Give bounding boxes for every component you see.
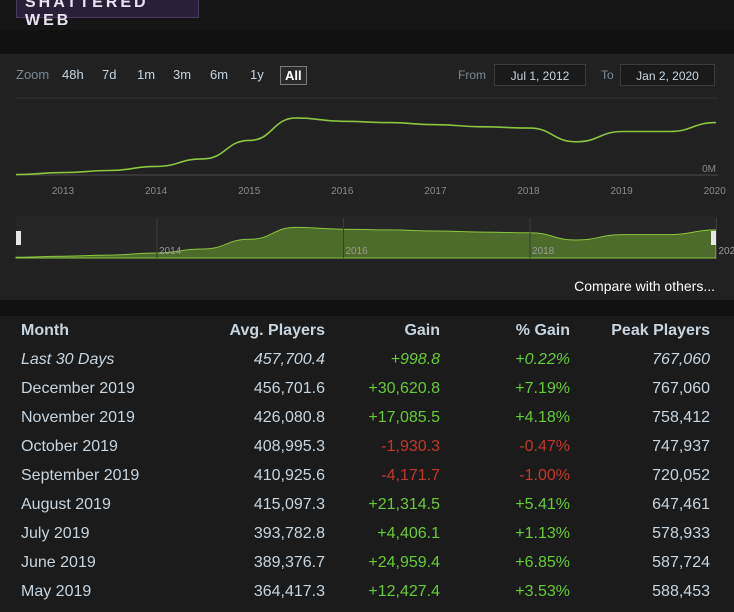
navigator-left-handle[interactable] (16, 231, 21, 245)
navigator-tick-label: 2020 (719, 246, 734, 257)
table-header-row: Month Avg. Players Gain % Gain Peak Play… (0, 322, 734, 351)
cell-avg-players: 415,097.3 (254, 496, 325, 514)
cell-peak-players: 767,060 (652, 380, 710, 398)
cell-pct-gain: +3.53% (515, 583, 570, 601)
table-row: May 2019 364,417.3 +12,427.4 +3.53% 588,453 (0, 583, 734, 612)
cell-peak-players: 758,412 (652, 409, 710, 427)
cell-avg-players: 410,925.6 (254, 467, 325, 485)
x-tick-label: 2016 (331, 186, 354, 197)
cell-pct-gain: -0.47% (519, 438, 570, 456)
header-pct-gain[interactable]: % Gain (516, 322, 570, 340)
cell-gain: +24,959.4 (368, 554, 440, 572)
x-tick-label: 2018 (517, 186, 540, 197)
cell-month: September 2019 (21, 467, 139, 485)
cell-peak-players: 587,724 (652, 554, 710, 572)
table-row: June 2019 389,376.7 +24,959.4 +6.85% 587,724 (0, 554, 734, 583)
table-row: November 2019 426,080.8 +17,085.5 +4.18% 758… (0, 409, 734, 438)
cell-gain: +998.8 (391, 351, 440, 369)
cell-pct-gain: +7.19% (515, 380, 570, 398)
header-peak-players[interactable]: Peak Players (611, 322, 710, 340)
cell-month: August 2019 (21, 496, 111, 514)
table-row: December 2019 456,701.6 +30,620.8 +7.19% 767… (0, 380, 734, 409)
monthly-stats-table: Month Avg. Players Gain % Gain Peak Play… (0, 318, 734, 600)
cell-avg-players: 364,417.3 (254, 583, 325, 601)
navigator-tick-label: 2018 (532, 246, 555, 257)
cell-gain: -4,171.7 (381, 467, 440, 485)
cell-month: June 2019 (21, 554, 96, 572)
table-row: Last 30 Days 457,700.4 +998.8 +0.22% 767,060 (0, 351, 734, 380)
cell-gain: +4,406.1 (377, 525, 440, 543)
cell-month: October 2019 (21, 438, 118, 456)
cell-month: May 2019 (21, 583, 91, 601)
cell-gain: +21,314.5 (368, 496, 440, 514)
cell-peak-players: 588,453 (652, 583, 710, 601)
header-month[interactable]: Month (21, 322, 69, 340)
navigator-tick-label: 2014 (159, 246, 182, 257)
cell-avg-players: 457,700.4 (254, 351, 325, 369)
cell-month: December 2019 (21, 380, 135, 398)
x-tick-label: 2015 (238, 186, 261, 197)
cell-pct-gain: +6.85% (515, 554, 570, 572)
table-row: August 2019 415,097.3 +21,314.5 +5.41% 647,4… (0, 496, 734, 525)
cell-month: November 2019 (21, 409, 135, 427)
x-tick-label: 2020 (704, 186, 727, 197)
cell-gain: +17,085.5 (368, 409, 440, 427)
table-row: October 2019 408,995.3 -1,930.3 -0.47% 747,9… (0, 438, 734, 467)
navigator-tick-label: 2016 (346, 246, 369, 257)
cell-avg-players: 456,701.6 (254, 380, 325, 398)
cell-gain: +30,620.8 (368, 380, 440, 398)
cell-pct-gain: +1.13% (515, 525, 570, 543)
players-series-line (16, 118, 716, 175)
cell-pct-gain: +0.22% (515, 351, 570, 369)
x-tick-label: 2017 (424, 186, 447, 197)
x-tick-label: 2013 (52, 186, 75, 197)
divider-band-bottom (0, 300, 734, 316)
cell-pct-gain: +5.41% (515, 496, 570, 514)
player-count-chart: 0M 2013 2014 2015 2016 2017 2018 2019 2020 2014… (0, 0, 734, 280)
navigator-right-handle[interactable] (711, 231, 716, 245)
cell-peak-players: 578,933 (652, 525, 710, 543)
cell-avg-players: 393,782.8 (254, 525, 325, 543)
x-tick-label: 2019 (610, 186, 633, 197)
x-tick-label: 2014 (145, 186, 168, 197)
cell-gain: -1,930.3 (381, 438, 440, 456)
cell-avg-players: 389,376.7 (254, 554, 325, 572)
cell-peak-players: 647,461 (652, 496, 710, 514)
cell-avg-players: 426,080.8 (254, 409, 325, 427)
cell-month: July 2019 (21, 525, 90, 543)
y-axis-label: 0M (702, 164, 716, 175)
cell-pct-gain: -1.00% (519, 467, 570, 485)
header-gain[interactable]: Gain (404, 322, 440, 340)
cell-month: Last 30 Days (21, 351, 114, 369)
cell-gain: +12,427.4 (368, 583, 440, 601)
cell-peak-players: 747,937 (652, 438, 710, 456)
table-row: July 2019 393,782.8 +4,406.1 +1.13% 578,933 (0, 525, 734, 554)
cell-peak-players: 720,052 (652, 467, 710, 485)
cell-pct-gain: +4.18% (515, 409, 570, 427)
header-avg-players[interactable]: Avg. Players (230, 322, 325, 340)
cell-peak-players: 767,060 (652, 351, 710, 369)
compare-with-others-link[interactable]: Compare with others... (574, 278, 715, 294)
table-row: September 2019 410,925.6 -4,171.7 -1.00% 720… (0, 467, 734, 496)
cell-avg-players: 408,995.3 (254, 438, 325, 456)
